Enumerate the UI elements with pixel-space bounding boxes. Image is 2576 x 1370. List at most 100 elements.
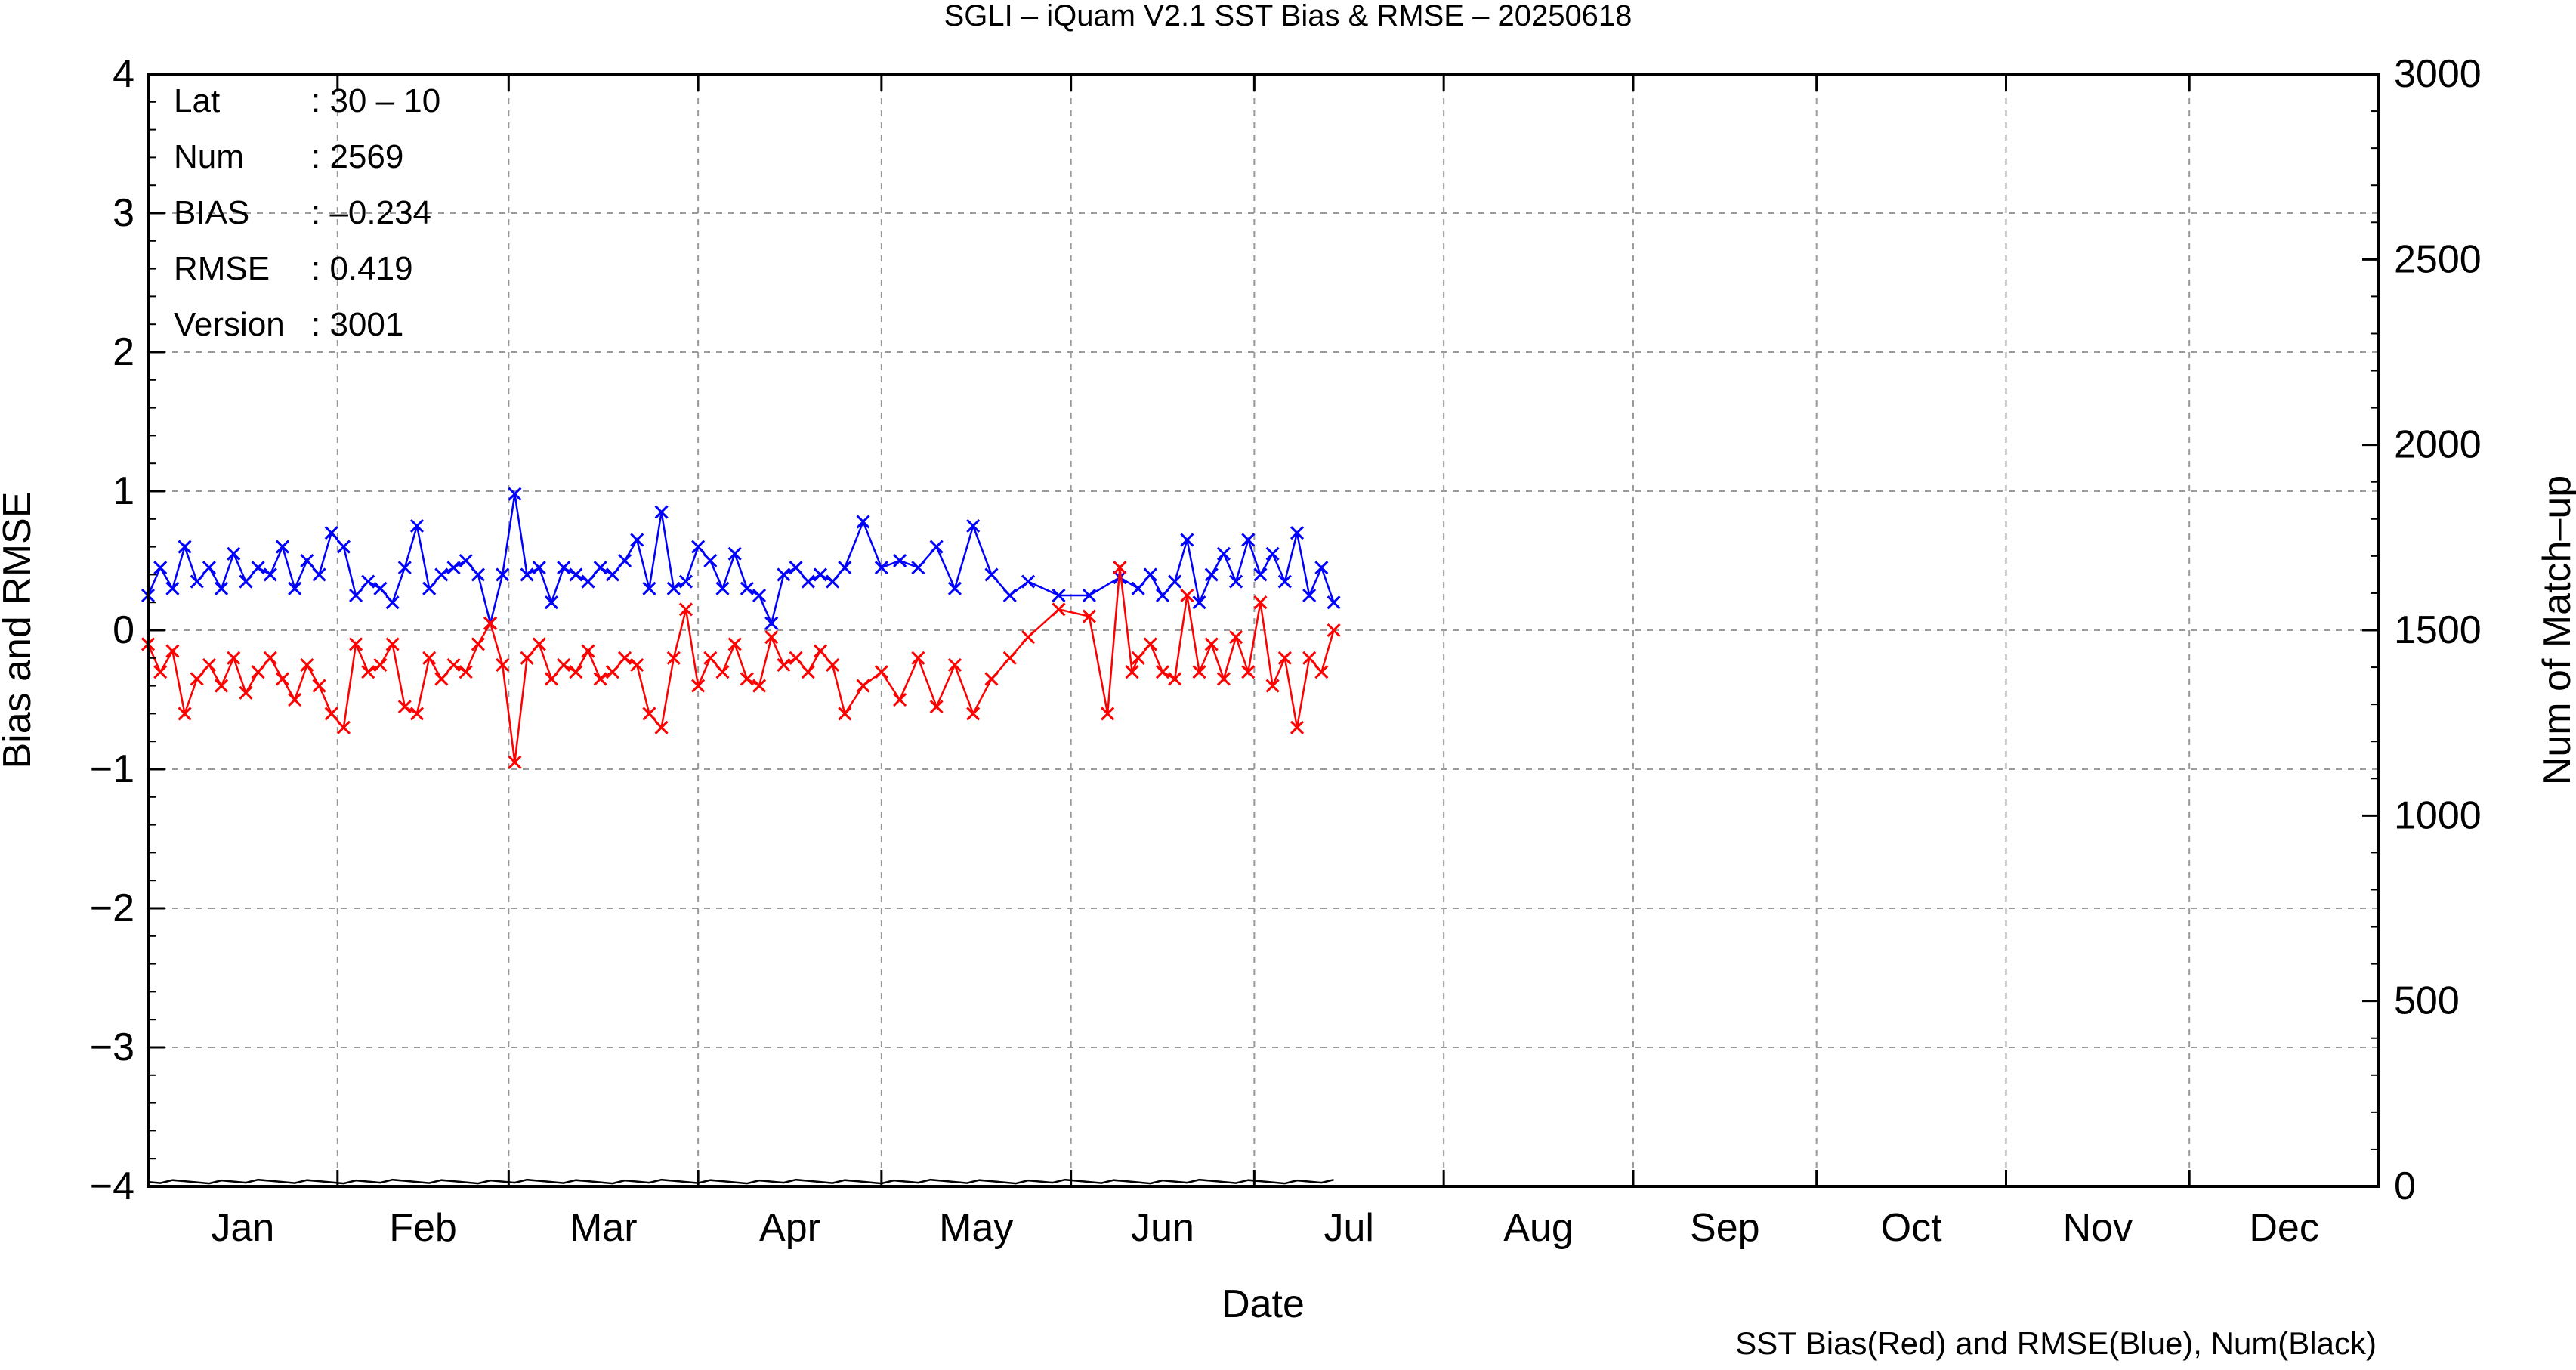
marker-stroke	[593, 672, 607, 686]
marker-stroke	[1180, 533, 1194, 547]
data-point-rmse	[165, 581, 180, 595]
data-point-rmse	[801, 574, 815, 589]
data-point-bias	[459, 665, 473, 679]
marker-stroke	[1052, 602, 1066, 617]
marker-stroke	[288, 581, 302, 595]
marker-stroke	[1241, 533, 1256, 547]
data-point-rmse	[496, 567, 510, 582]
data-point-rmse	[593, 561, 607, 575]
data-point-bias	[1021, 630, 1036, 645]
marker-stroke	[617, 553, 632, 568]
data-point-rmse	[544, 595, 559, 610]
data-point-rmse	[1204, 567, 1219, 582]
marker-stroke	[1290, 526, 1305, 540]
data-point-bias	[471, 637, 485, 651]
marker-stroke	[703, 553, 718, 568]
data-point-rmse	[654, 505, 669, 519]
marker-stroke	[752, 679, 767, 693]
marker-stroke	[1168, 574, 1182, 589]
data-point-rmse	[764, 616, 779, 630]
axis-ticks	[148, 73, 2379, 1188]
marker-stroke	[459, 553, 473, 568]
marker-stroke	[678, 574, 693, 589]
marker-stroke	[764, 616, 779, 630]
marker-stroke	[532, 637, 546, 651]
left-tick-label: 4	[113, 52, 134, 96]
marker-stroke	[642, 707, 656, 721]
data-point-bias	[227, 651, 241, 665]
marker-stroke	[856, 679, 870, 693]
marker-stroke	[1021, 630, 1036, 645]
marker-stroke	[300, 553, 314, 568]
marker-stroke	[715, 665, 730, 679]
marker-stroke	[153, 561, 168, 575]
marker-stroke	[409, 707, 425, 721]
marker-stroke	[691, 540, 706, 554]
data-point-bias	[1168, 672, 1182, 686]
data-point-rmse	[385, 595, 400, 610]
marker-stroke	[947, 581, 962, 595]
data-point-bias	[373, 657, 388, 673]
left-tick-label: −1	[90, 747, 134, 791]
data-series	[141, 487, 1341, 1185]
data-point-rmse	[1241, 533, 1256, 547]
data-point-rmse	[300, 553, 314, 568]
marker-stroke	[893, 553, 907, 568]
data-point-rmse	[1052, 588, 1066, 603]
data-point-rmse	[893, 553, 907, 568]
data-point-rmse	[911, 561, 925, 575]
marker-stroke	[397, 700, 412, 714]
data-point-rmse	[349, 588, 363, 603]
marker-stroke	[777, 567, 791, 582]
marker-stroke	[300, 657, 314, 673]
info-value-lat: : 30 – 10	[311, 82, 440, 119]
data-point-rmse	[1302, 588, 1317, 603]
data-point-bias	[1241, 665, 1256, 679]
data-point-bias	[288, 692, 302, 707]
x-tick-label: Oct	[1881, 1206, 1942, 1250]
data-point-rmse	[227, 546, 241, 561]
series-line-num	[147, 1178, 1334, 1185]
marker-stroke	[1131, 581, 1145, 595]
y-axis-label-right: Num of Match–up	[2535, 475, 2576, 785]
data-point-bias	[496, 657, 510, 673]
data-point-bias	[764, 630, 779, 645]
data-point-rmse	[1314, 561, 1329, 575]
marker-stroke	[165, 644, 180, 658]
marker-stroke	[275, 540, 290, 554]
marker-stroke	[190, 672, 204, 686]
data-point-bias	[874, 665, 888, 679]
data-point-rmse	[789, 561, 803, 575]
data-point-bias	[1180, 588, 1194, 603]
x-tick-label: Feb	[389, 1206, 457, 1250]
marker-stroke	[1101, 707, 1115, 721]
marker-stroke	[471, 637, 485, 651]
marker-stroke	[336, 540, 351, 554]
marker-stroke	[581, 574, 595, 589]
data-point-bias	[251, 665, 265, 679]
marker-stroke	[263, 651, 277, 665]
marker-stroke	[617, 651, 632, 665]
marker-stroke	[251, 561, 265, 575]
data-point-rmse	[446, 561, 461, 575]
marker-stroke	[1168, 672, 1182, 686]
data-point-rmse	[275, 540, 290, 554]
marker-stroke	[1082, 588, 1096, 603]
marker-stroke	[715, 581, 730, 595]
marker-stroke	[508, 755, 522, 769]
marker-stroke	[409, 518, 425, 533]
marker-stroke	[1192, 595, 1206, 610]
data-point-rmse	[422, 581, 437, 595]
marker-stroke	[373, 657, 388, 673]
marker-stroke	[239, 685, 253, 700]
data-point-rmse	[409, 518, 425, 533]
data-point-rmse	[691, 540, 706, 554]
info-key-rmse: RMSE	[174, 250, 270, 287]
data-point-bias	[483, 616, 498, 630]
y-axis-label-left: Bias and RMSE	[0, 491, 39, 768]
marker-stroke	[215, 679, 229, 693]
marker-stroke	[275, 672, 290, 686]
left-tick-label: −2	[90, 886, 134, 930]
data-point-bias	[275, 672, 290, 686]
data-point-rmse	[1021, 574, 1036, 589]
